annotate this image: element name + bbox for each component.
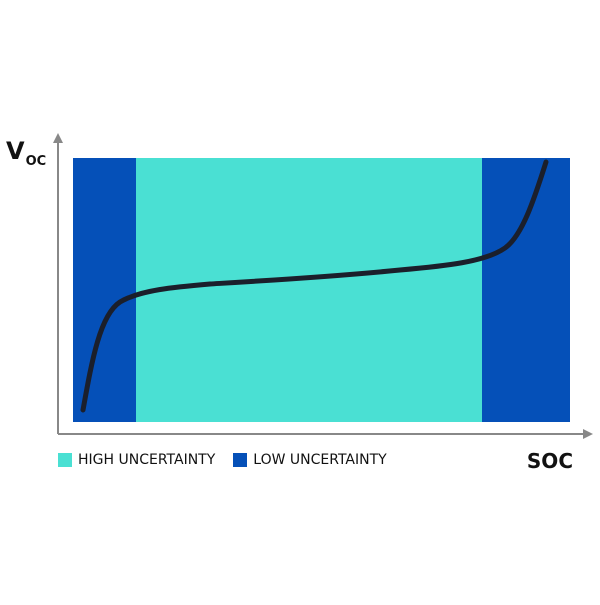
legend-item-high: HIGH UNCERTAINTY	[58, 452, 215, 468]
low-uncertainty-region-right	[482, 158, 570, 422]
y-axis-label: VOC	[6, 139, 46, 174]
legend-label-high: HIGH UNCERTAINTY	[78, 452, 216, 468]
low-uncertainty-region-left	[73, 158, 136, 422]
high-uncertainty-region	[136, 158, 482, 422]
ocv-curve	[80, 159, 549, 413]
y-axis-label-main: V	[6, 137, 25, 165]
legend-label-low: LOW UNCERTAINTY	[253, 452, 387, 468]
x-axis-label: SOC	[526, 449, 573, 473]
legend: HIGH UNCERTAINTY LOW UNCERTAINTY	[58, 452, 405, 468]
legend-item-low: LOW UNCERTAINTY	[233, 452, 387, 468]
y-axis-label-subscript: OC	[25, 154, 47, 169]
legend-swatch-high	[58, 453, 72, 467]
legend-swatch-low	[233, 453, 248, 467]
